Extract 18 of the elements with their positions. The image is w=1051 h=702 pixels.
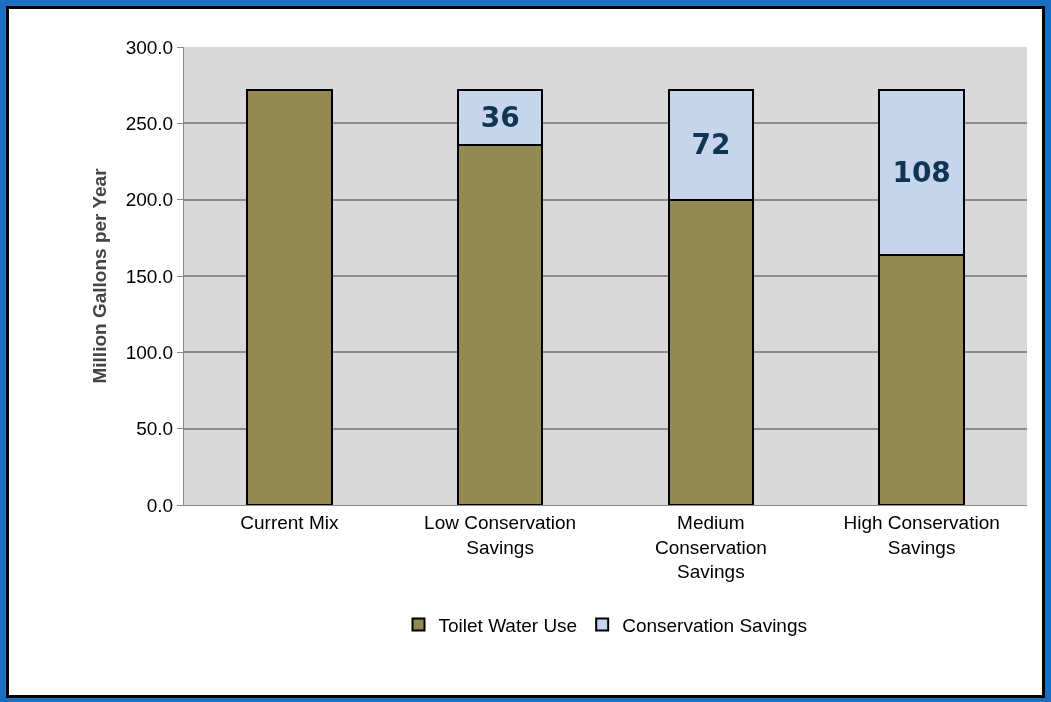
y-tick-label: 250.0	[125, 112, 174, 134]
y-tick-label: 100.0	[125, 341, 174, 363]
y-tick-label: 200.0	[125, 189, 174, 211]
bar	[246, 88, 333, 505]
y-tick-label: 0.0	[146, 494, 174, 516]
y-tick-label: 150.0	[125, 265, 174, 287]
x-tick-label: High Conservation Savings	[843, 511, 1000, 558]
x-tick-label: Medium Conservation Savings	[654, 511, 767, 583]
x-tick-label: Current Mix	[240, 511, 339, 533]
x-tick-label: Low Conservation Savings	[424, 511, 577, 558]
y-tick-label: 50.0	[136, 418, 174, 440]
legend-label: Toilet Water Use	[438, 615, 578, 637]
y-tick-label: 300.0	[125, 36, 174, 58]
data-label: 108	[892, 155, 951, 189]
y-axis-title: Million Gallons per Year	[88, 167, 110, 384]
data-label: 36	[480, 100, 520, 134]
legend-label: Conservation Savings	[622, 615, 807, 637]
data-label: 72	[691, 128, 731, 162]
